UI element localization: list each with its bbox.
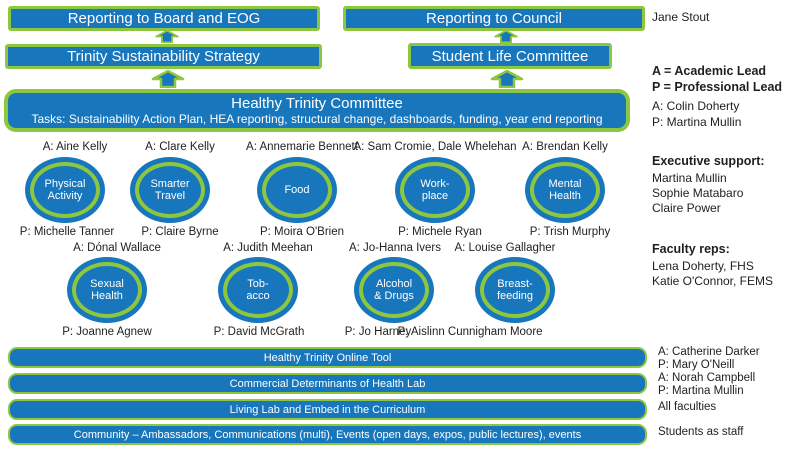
circle-label-line1: Mental bbox=[548, 177, 582, 190]
smarter-travel-professional-lead: P: Claire Byrne bbox=[141, 226, 219, 238]
circle-label-line2: feeding bbox=[496, 290, 534, 302]
executive-support-name: Martina Mullin bbox=[652, 171, 727, 185]
circle-label-line1: Sexual bbox=[90, 277, 124, 290]
bar-living-lab-label: Living Lab and Embed in the Curriculum bbox=[229, 403, 426, 416]
box-healthy-trinity-committee: Healthy Trinity Committee Tasks: Sustain… bbox=[4, 89, 630, 132]
executive-support-name: Claire Power bbox=[652, 201, 721, 215]
food-academic-lead: A: Annemarie Bennett bbox=[246, 141, 358, 153]
mental-health-academic-lead: A: Brendan Kelly bbox=[522, 141, 608, 153]
sexual-health-academic-lead: A: Dónal Wallace bbox=[73, 242, 161, 254]
workplace-academic-lead: A: Sam Cromie, Dale Whelehan bbox=[353, 141, 517, 153]
up-arrow-icon bbox=[494, 30, 518, 43]
circle-breastfeeding-label: Breast- feeding bbox=[475, 257, 555, 323]
circle-label-line2: Health bbox=[549, 190, 581, 202]
breastfeeding-academic-lead: A: Louise Gallagher bbox=[454, 242, 556, 254]
breastfeeding-professional-lead: P: Aislinn Cunnigham Moore bbox=[397, 326, 543, 338]
circle-label-line1: Tob- bbox=[247, 277, 269, 290]
circle-alcohol-drugs: Alcohol & Drugs bbox=[354, 257, 434, 323]
bar-online-tool-leads: A: Catherine Darker P: Mary O'Neill bbox=[658, 346, 760, 372]
faculty-rep-name: Lena Doherty, FHS bbox=[652, 259, 754, 273]
workplace-professional-lead: P: Michele Ryan bbox=[398, 226, 482, 238]
professional-lead-note: P: Martina Mullin bbox=[658, 385, 744, 397]
circle-sexual-health: Sexual Health bbox=[67, 257, 147, 323]
box-reporting-council: Reporting to Council bbox=[343, 6, 645, 31]
committee-professional-lead: P: Martina Mullin bbox=[652, 115, 742, 129]
circle-label-line1: Breast- bbox=[497, 277, 533, 290]
circle-mental-health-label: Mental Health bbox=[525, 157, 605, 223]
smarter-travel-academic-lead: A: Clare Kelly bbox=[145, 141, 215, 153]
circle-label-line2: place bbox=[421, 190, 449, 202]
mental-health-professional-lead: P: Trish Murphy bbox=[529, 226, 611, 238]
up-arrow-icon bbox=[490, 70, 524, 88]
bar-commercial-determinants-label: Commercial Determinants of Health Lab bbox=[229, 377, 426, 390]
circle-smarter-travel: Smarter Travel bbox=[130, 157, 210, 223]
circle-label-line2: Activity bbox=[47, 190, 83, 202]
faculty-reps-title: Faculty reps: bbox=[652, 242, 730, 256]
bar-online-tool-label: Healthy Trinity Online Tool bbox=[263, 351, 392, 364]
circle-alcohol-drugs-label: Alcohol & Drugs bbox=[354, 257, 434, 323]
box-sustainability-strategy-label: Trinity Sustainability Strategy bbox=[67, 48, 260, 65]
circle-label-line2: acco bbox=[246, 290, 270, 302]
bar-living-lab: Living Lab and Embed in the Curriculum bbox=[8, 399, 647, 420]
box-student-life-committee-label: Student Life Committee bbox=[431, 47, 589, 65]
committee-title: Healthy Trinity Committee bbox=[231, 94, 403, 112]
executive-support-title: Executive support: bbox=[652, 154, 765, 168]
legend-academic-lead: A = Academic Lead bbox=[652, 64, 767, 78]
committee-academic-lead: A: Colin Doherty bbox=[652, 99, 740, 113]
circle-workplace-label: Work- place bbox=[395, 157, 475, 223]
circle-label-line1: Food bbox=[284, 183, 310, 196]
academic-lead-note: A: Norah Campbell bbox=[658, 372, 756, 384]
circle-label-line1: Alcohol bbox=[375, 277, 413, 290]
circle-label-line2: Travel bbox=[154, 190, 186, 202]
academic-lead-note: A: Catherine Darker bbox=[658, 346, 760, 358]
bar-online-tool: Healthy Trinity Online Tool bbox=[8, 347, 647, 368]
alcohol-drugs-academic-lead: A: Jo-Hanna Ivers bbox=[348, 242, 442, 254]
sexual-health-professional-lead: P: Joanne Agnew bbox=[62, 326, 152, 338]
tobacco-academic-lead: A: Judith Meehan bbox=[223, 242, 313, 254]
circle-label-line2: Health bbox=[91, 290, 123, 302]
students-note: Students as staff bbox=[658, 426, 744, 438]
bar-commercial-determinants-leads: A: Norah Campbell P: Martina Mullin bbox=[658, 372, 755, 398]
executive-support-name: Sophie Matabaro bbox=[652, 186, 744, 200]
food-professional-lead: P: Moira O'Brien bbox=[260, 226, 344, 238]
circle-workplace: Work- place bbox=[395, 157, 475, 223]
circle-breastfeeding: Breast- feeding bbox=[475, 257, 555, 323]
side-jane-stout: Jane Stout bbox=[652, 10, 710, 24]
tobacco-professional-lead: P: David McGrath bbox=[213, 326, 305, 338]
circle-label-line2: & Drugs bbox=[374, 290, 414, 302]
up-arrow-icon bbox=[151, 70, 185, 88]
legend-professional-lead: P = Professional Lead bbox=[652, 80, 783, 94]
bar-community-note: Students as staff bbox=[658, 426, 743, 439]
faculties-note: All faculties bbox=[658, 401, 717, 413]
circle-tobacco-label: Tob- acco bbox=[218, 257, 298, 323]
circle-food: Food bbox=[257, 157, 337, 223]
circle-mental-health: Mental Health bbox=[525, 157, 605, 223]
circle-label-line1: Smarter bbox=[150, 177, 190, 190]
box-sustainability-strategy: Trinity Sustainability Strategy bbox=[5, 44, 322, 69]
circle-smarter-travel-label: Smarter Travel bbox=[130, 157, 210, 223]
box-reporting-council-label: Reporting to Council bbox=[426, 10, 562, 27]
circle-food-label: Food bbox=[257, 157, 337, 223]
circle-label-line1: Work- bbox=[420, 177, 450, 190]
circle-physical-activity: Physical Activity bbox=[25, 157, 105, 223]
bar-commercial-determinants: Commercial Determinants of Health Lab bbox=[8, 373, 647, 394]
box-student-life-committee: Student Life Committee bbox=[408, 43, 612, 69]
circle-tobacco: Tob- acco bbox=[218, 257, 298, 323]
physical-activity-academic-lead: A: Aine Kelly bbox=[42, 141, 108, 153]
physical-activity-professional-lead: P: Michelle Tanner bbox=[19, 226, 115, 238]
up-arrow-icon bbox=[155, 30, 179, 43]
circle-sexual-health-label: Sexual Health bbox=[67, 257, 147, 323]
bar-community-label: Community – Ambassadors, Communications … bbox=[73, 428, 582, 441]
faculty-rep-name: Katie O'Connor, FEMS bbox=[652, 274, 774, 288]
circle-physical-activity-label: Physical Activity bbox=[25, 157, 105, 223]
bar-community: Community – Ambassadors, Communications … bbox=[8, 424, 647, 445]
professional-lead-note: P: Mary O'Neill bbox=[658, 359, 735, 371]
box-reporting-board-label: Reporting to Board and EOG bbox=[67, 10, 261, 27]
alcohol-drugs-professional-lead: P: Jo Harney bbox=[344, 326, 412, 338]
box-reporting-board: Reporting to Board and EOG bbox=[8, 6, 320, 31]
committee-tasks: Tasks: Sustainability Action Plan, HEA r… bbox=[31, 111, 603, 126]
bar-living-lab-note: All faculties bbox=[658, 401, 716, 414]
circle-label-line1: Physical bbox=[44, 177, 86, 190]
